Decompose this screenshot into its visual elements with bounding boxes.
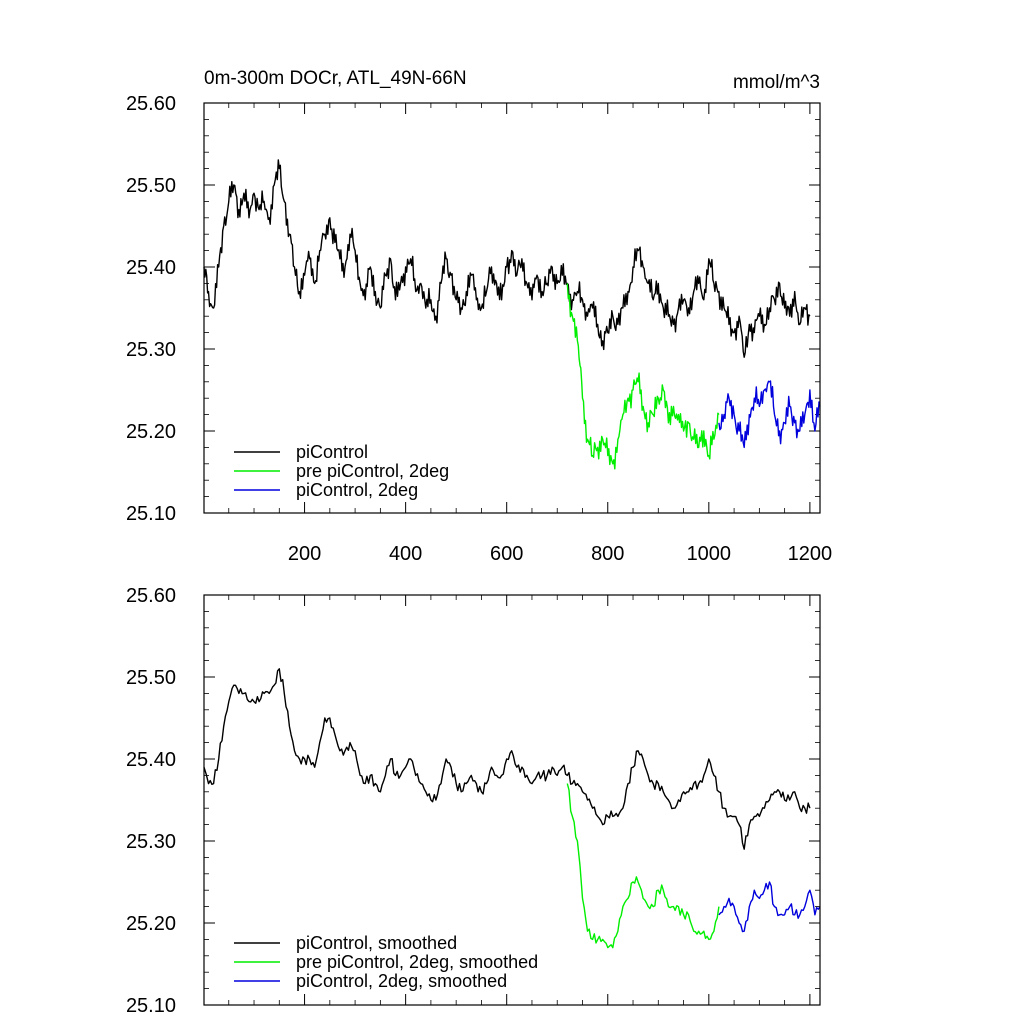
bottom-panel-frame	[203, 594, 821, 1006]
x-tick-label: 200	[288, 543, 321, 565]
y-tick-label: 25.20	[126, 421, 176, 443]
x-tick-label: 800	[591, 543, 624, 565]
y-tick-label: 25.60	[126, 585, 176, 607]
bottom-panel-legend: piControl, smoothed pre piControl, 2deg,…	[234, 933, 538, 991]
top-panel-series	[203, 159, 821, 470]
top-panel-legend: piControl pre piControl, 2deg piControl,…	[234, 442, 449, 500]
legend-label-pre-picontrol-2deg: pre piControl, 2deg	[296, 461, 449, 481]
y-tick-label: 25.30	[126, 339, 176, 361]
panel-title: 0m-300m DOCr, ATL_49N-66N	[204, 68, 467, 89]
legend-label-picontrol-smoothed: piControl, smoothed	[296, 933, 457, 953]
y-tick-label: 25.10	[126, 995, 176, 1017]
series-line-pre-picontrol-2deg	[566, 283, 720, 470]
series-line-picontrol	[203, 159, 811, 358]
y-tick-label: 25.20	[126, 913, 176, 935]
units-label: mmol/m^3	[733, 72, 820, 93]
top-panel-frame	[203, 102, 821, 514]
y-tick-label: 25.60	[126, 93, 176, 115]
legend-label-picontrol: piControl	[296, 442, 368, 462]
y-tick-label: 25.40	[126, 749, 176, 771]
y-tick-label: 25.40	[126, 257, 176, 279]
y-tick-label: 25.50	[126, 667, 176, 689]
legend-label-picontrol-2deg-smoothed: piControl, 2deg, smoothed	[296, 971, 507, 991]
x-tick-label: 600	[490, 543, 523, 565]
legend-label-picontrol-2deg: piControl, 2deg	[296, 480, 418, 500]
y-tick-label: 25.10	[126, 503, 176, 525]
legend-label-pre-picontrol-2deg-smoothed: pre piControl, 2deg, smoothed	[296, 952, 538, 972]
bottom-panel-series	[203, 668, 821, 949]
series-line-pre-picontrol-2deg-smoothed	[566, 783, 720, 949]
x-tick-label: 400	[389, 543, 422, 565]
x-tick-label: 1200	[788, 543, 833, 565]
series-line-picontrol-2deg-smoothed	[718, 881, 821, 933]
bottom-panel: 25.10 25.20 25.30 25.40 25.50 25.60 piControl…	[126, 585, 821, 1017]
series-line-picontrol-smoothed	[203, 668, 811, 850]
series-line-picontrol-2deg	[718, 380, 821, 449]
top-panel: 0m-300m DOCr, ATL_49N-66N mmol/m^3 25.10…	[126, 68, 832, 565]
y-tick-label: 25.30	[126, 831, 176, 853]
y-tick-label: 25.50	[126, 175, 176, 197]
bottom-panel-axes: 25.10 25.20 25.30 25.40 25.50 25.60	[126, 585, 820, 1017]
x-tick-label: 1000	[687, 543, 732, 565]
top-panel-axes: 25.10 25.20 25.30 25.40 25.50 25.60 200 400 600 8…	[126, 93, 832, 565]
